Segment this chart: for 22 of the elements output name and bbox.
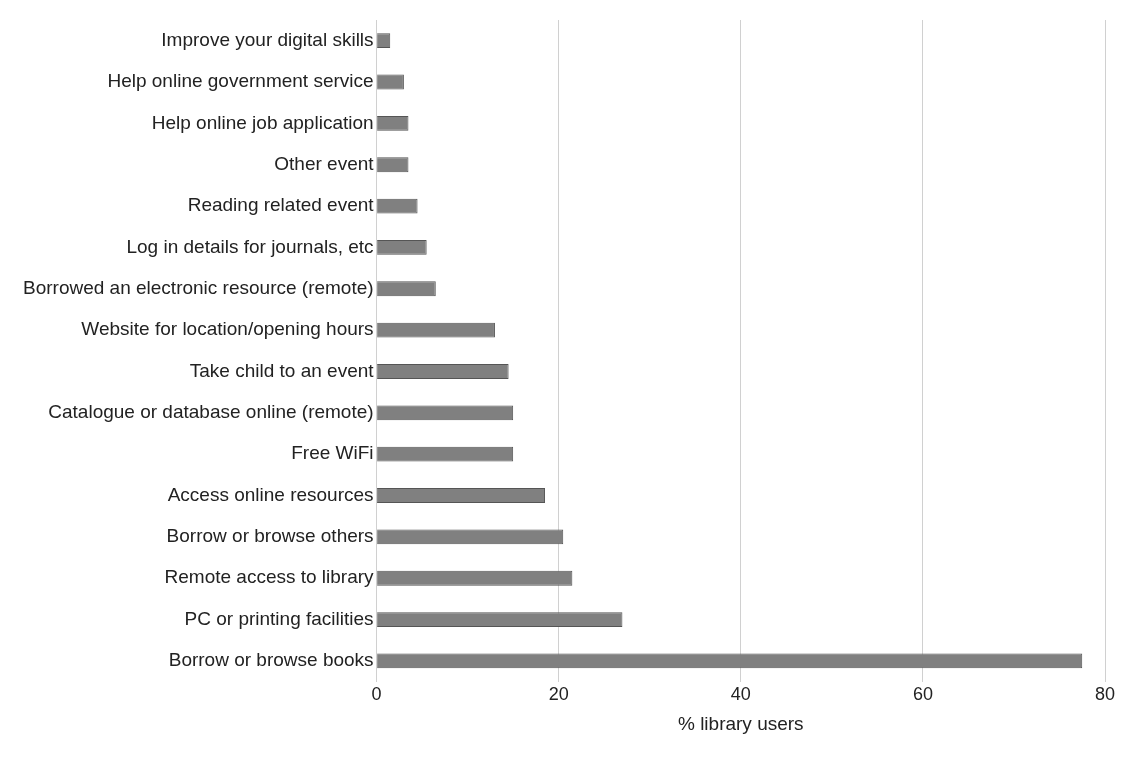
y-tick-label: Catalogue or database online (remote) <box>48 401 374 423</box>
x-axis-title: % library users <box>677 712 804 734</box>
y-tick-label: Other event <box>274 152 375 174</box>
y-tick-label: Help online government service <box>107 70 374 92</box>
y-tick-label: Log in details for journals, etc <box>126 235 374 257</box>
y-tick-label: Remote access to library <box>164 566 375 588</box>
x-tick-label: 40 <box>730 684 751 705</box>
y-tick-label: Reading related event <box>187 194 375 216</box>
y-tick-label: Borrowed an electronic resource (remote) <box>23 277 374 299</box>
x-tick-label: 80 <box>1094 684 1116 705</box>
x-tick-label: 60 <box>912 684 933 705</box>
x-tick-label: 0 <box>371 684 382 705</box>
y-tick-label: Help online job application <box>151 111 374 133</box>
y-tick-label: Borrow or browse books <box>168 649 374 671</box>
y-tick-label: Borrow or browse others <box>166 525 374 547</box>
y-tick-label: Access online resources <box>167 483 374 505</box>
y-tick-label: PC or printing facilities <box>184 607 374 629</box>
y-tick-label: Take child to an event <box>189 359 375 381</box>
y-tick-label: Website for location/opening hours <box>81 318 374 340</box>
y-tick-label: Free WiFi <box>291 442 374 464</box>
x-tick-label: 20 <box>548 684 569 705</box>
y-tick-label: Improve your digital skills <box>161 28 374 50</box>
